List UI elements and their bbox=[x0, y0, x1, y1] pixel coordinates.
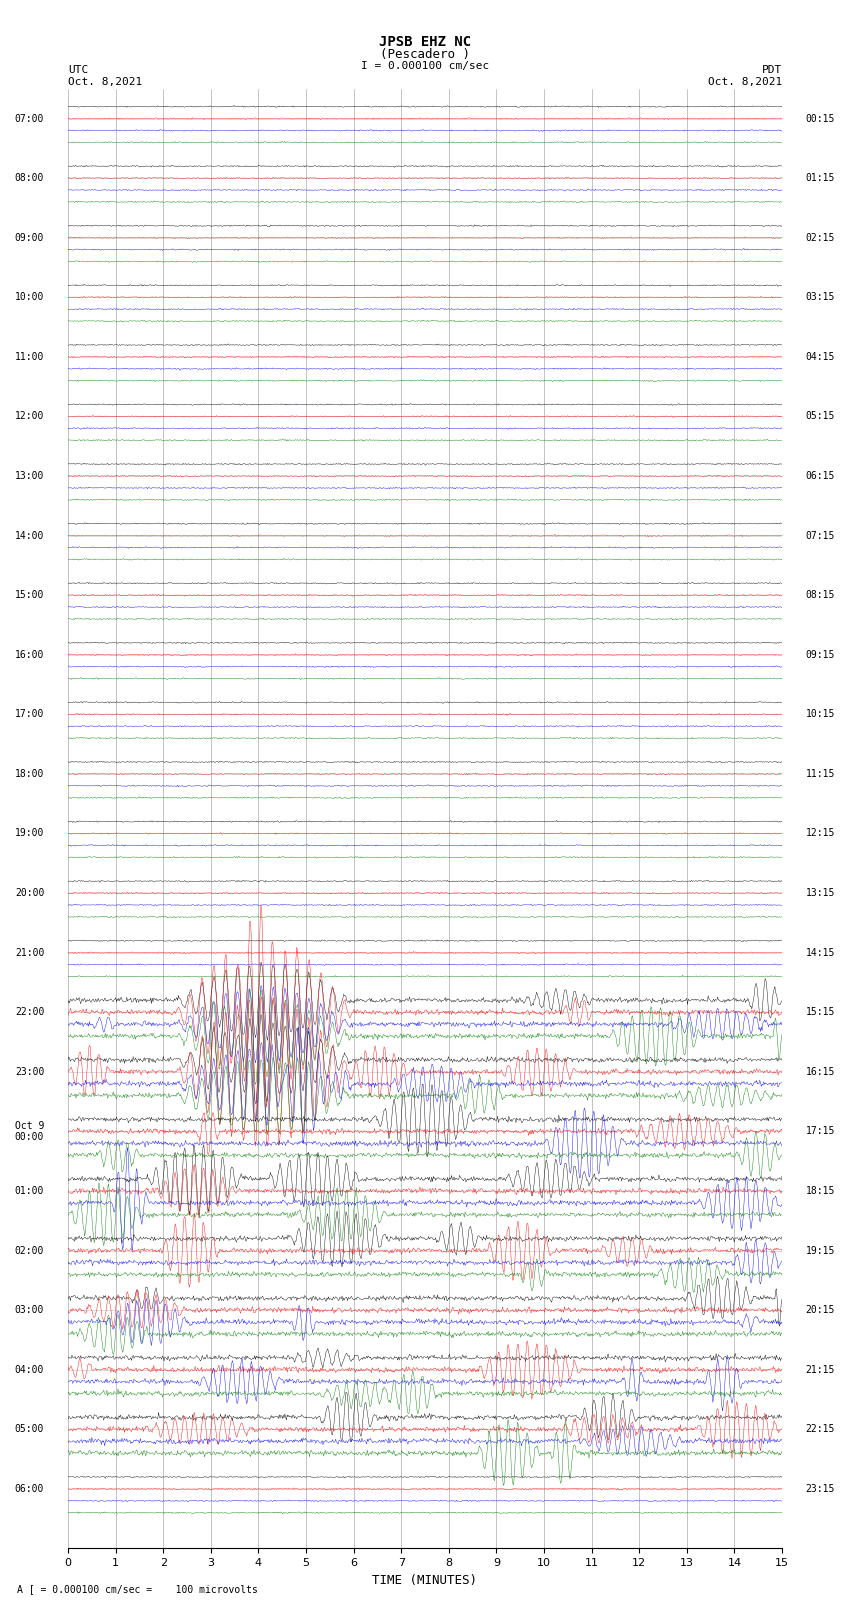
Text: 20:15: 20:15 bbox=[806, 1305, 836, 1315]
Text: 07:00: 07:00 bbox=[14, 113, 44, 124]
Text: 14:15: 14:15 bbox=[806, 948, 836, 958]
Text: 03:15: 03:15 bbox=[806, 292, 836, 302]
Text: 15:00: 15:00 bbox=[14, 590, 44, 600]
Text: 23:00: 23:00 bbox=[14, 1066, 44, 1077]
Text: 11:15: 11:15 bbox=[806, 769, 836, 779]
Text: 06:15: 06:15 bbox=[806, 471, 836, 481]
Text: 11:00: 11:00 bbox=[14, 352, 44, 361]
Text: 08:15: 08:15 bbox=[806, 590, 836, 600]
Text: 04:15: 04:15 bbox=[806, 352, 836, 361]
Text: 12:15: 12:15 bbox=[806, 829, 836, 839]
Text: 07:15: 07:15 bbox=[806, 531, 836, 540]
Text: 23:15: 23:15 bbox=[806, 1484, 836, 1494]
Text: 01:00: 01:00 bbox=[14, 1186, 44, 1195]
Text: 05:00: 05:00 bbox=[14, 1424, 44, 1434]
Text: 18:00: 18:00 bbox=[14, 769, 44, 779]
Text: I = 0.000100 cm/sec: I = 0.000100 cm/sec bbox=[361, 61, 489, 71]
Text: JPSB EHZ NC: JPSB EHZ NC bbox=[379, 35, 471, 50]
Text: 12:00: 12:00 bbox=[14, 411, 44, 421]
Text: 19:00: 19:00 bbox=[14, 829, 44, 839]
Text: 10:00: 10:00 bbox=[14, 292, 44, 302]
Text: 09:15: 09:15 bbox=[806, 650, 836, 660]
Text: 20:00: 20:00 bbox=[14, 889, 44, 898]
Text: 02:15: 02:15 bbox=[806, 232, 836, 242]
Text: Oct. 8,2021: Oct. 8,2021 bbox=[68, 77, 142, 87]
Text: 08:00: 08:00 bbox=[14, 173, 44, 184]
Text: 21:15: 21:15 bbox=[806, 1365, 836, 1374]
Text: UTC: UTC bbox=[68, 65, 88, 74]
Text: 21:00: 21:00 bbox=[14, 948, 44, 958]
Text: 03:00: 03:00 bbox=[14, 1305, 44, 1315]
Text: PDT: PDT bbox=[762, 65, 782, 74]
Text: 09:00: 09:00 bbox=[14, 232, 44, 242]
Text: 19:15: 19:15 bbox=[806, 1245, 836, 1255]
Text: (Pescadero ): (Pescadero ) bbox=[380, 48, 470, 61]
Text: 01:15: 01:15 bbox=[806, 173, 836, 184]
Text: 14:00: 14:00 bbox=[14, 531, 44, 540]
Text: 06:00: 06:00 bbox=[14, 1484, 44, 1494]
Text: 13:00: 13:00 bbox=[14, 471, 44, 481]
X-axis label: TIME (MINUTES): TIME (MINUTES) bbox=[372, 1574, 478, 1587]
Text: 02:00: 02:00 bbox=[14, 1245, 44, 1255]
Text: 17:15: 17:15 bbox=[806, 1126, 836, 1137]
Text: 18:15: 18:15 bbox=[806, 1186, 836, 1195]
Text: 05:15: 05:15 bbox=[806, 411, 836, 421]
Text: 10:15: 10:15 bbox=[806, 710, 836, 719]
Text: 22:15: 22:15 bbox=[806, 1424, 836, 1434]
Text: Oct 9
00:00: Oct 9 00:00 bbox=[14, 1121, 44, 1142]
Text: Oct. 8,2021: Oct. 8,2021 bbox=[708, 77, 782, 87]
Text: 16:15: 16:15 bbox=[806, 1066, 836, 1077]
Text: 15:15: 15:15 bbox=[806, 1007, 836, 1018]
Text: 17:00: 17:00 bbox=[14, 710, 44, 719]
Text: 13:15: 13:15 bbox=[806, 889, 836, 898]
Text: 22:00: 22:00 bbox=[14, 1007, 44, 1018]
Text: 04:00: 04:00 bbox=[14, 1365, 44, 1374]
Text: 16:00: 16:00 bbox=[14, 650, 44, 660]
Text: A [ = 0.000100 cm/sec =    100 microvolts: A [ = 0.000100 cm/sec = 100 microvolts bbox=[17, 1584, 258, 1594]
Text: 00:15: 00:15 bbox=[806, 113, 836, 124]
